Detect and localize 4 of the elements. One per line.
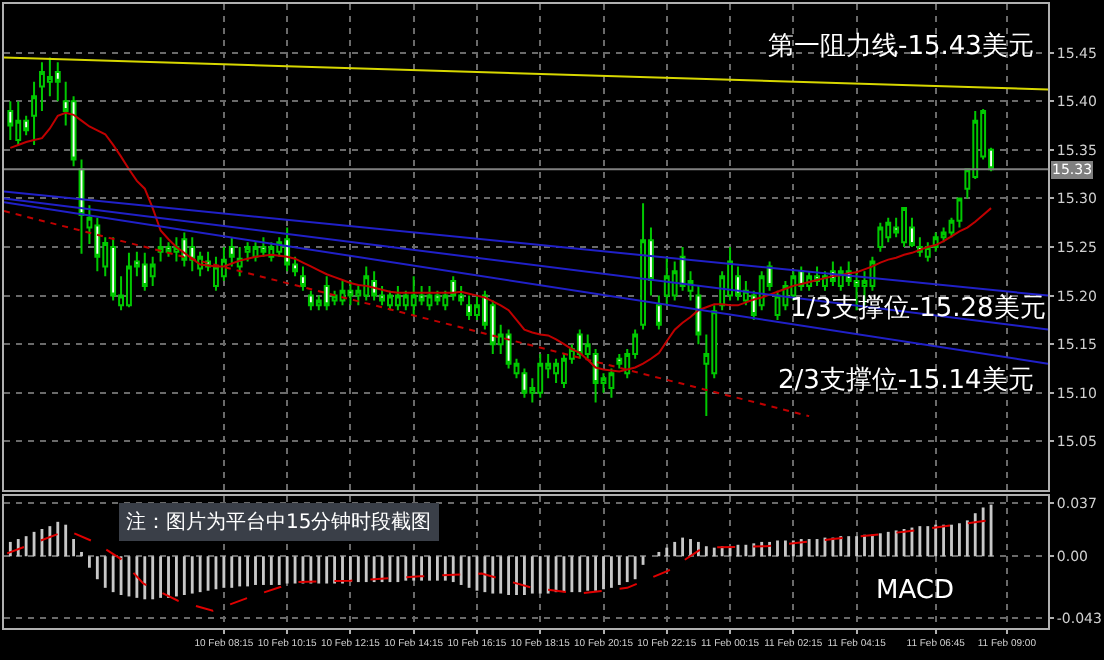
annotation: MACD	[876, 576, 954, 606]
annotation: 2/3支撑位-15.14美元	[778, 364, 1034, 396]
annotation: 注：图片为平台中15分钟时段截图	[126, 510, 432, 534]
annotation: 第一阻力线-15.43美元	[768, 30, 1034, 62]
